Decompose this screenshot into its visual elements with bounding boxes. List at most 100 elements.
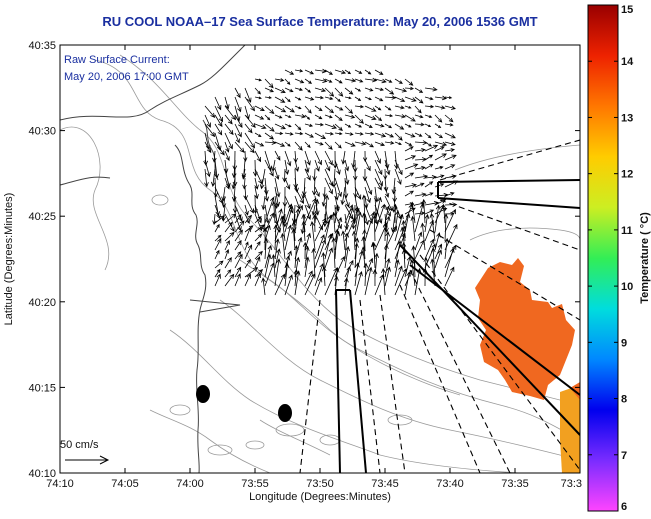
current-vector (394, 265, 403, 287)
current-vector (304, 78, 313, 84)
x-tick-label: 74:00 (176, 478, 204, 490)
current-vector (254, 87, 261, 95)
current-vector (363, 262, 369, 287)
current-vector (302, 241, 308, 260)
current-vector (394, 132, 403, 141)
current-vector (404, 155, 417, 161)
current-vector (434, 165, 444, 170)
current-vector (424, 104, 435, 109)
current-vector (364, 257, 374, 278)
dashed-spoke (399, 284, 481, 473)
current-vector (223, 159, 229, 174)
current-vector (394, 159, 403, 176)
current-vector (444, 141, 456, 146)
current-vector (334, 78, 343, 84)
y-tick-label: 40:25 (28, 211, 56, 223)
colorbar-tick-label: 15 (621, 4, 633, 16)
current-vector (214, 260, 224, 269)
current-vector (434, 199, 447, 206)
x-tick-label: 73:55 (241, 478, 269, 490)
current-vector (430, 258, 436, 287)
current-vector (224, 96, 230, 110)
current-vector (311, 247, 317, 278)
current-vector (344, 141, 356, 147)
current-vector (344, 207, 354, 233)
dashed-spoke (429, 229, 580, 321)
current-vector (304, 232, 312, 251)
current-vector (282, 213, 288, 228)
current-vector (341, 150, 346, 165)
current-vector (263, 177, 269, 196)
current-vector (214, 215, 225, 224)
current-vector (384, 140, 395, 145)
current-vector (434, 132, 444, 139)
current-vector (264, 253, 272, 278)
current-vector (364, 177, 373, 196)
current-vector (204, 141, 212, 154)
current-vector (224, 248, 230, 260)
current-vector (354, 211, 363, 242)
current-vector (351, 213, 357, 230)
current-vector (224, 239, 230, 251)
current-vector (409, 259, 416, 287)
current-vector (324, 78, 333, 83)
current-vector (274, 96, 286, 103)
current-vector (234, 204, 243, 222)
current-vector (414, 105, 422, 114)
current-vector (344, 123, 352, 128)
current-vector (404, 190, 415, 197)
current-vector (324, 141, 333, 150)
current-vector (274, 123, 286, 130)
current-vector (362, 229, 367, 251)
x-tick-label: 73:40 (436, 478, 464, 490)
current-vector (214, 123, 223, 136)
current-vector (304, 69, 315, 75)
colorbar-tick-label: 6 (621, 501, 627, 513)
current-vector (374, 203, 386, 233)
current-vector (304, 150, 311, 166)
current-vector (341, 230, 346, 251)
dashed-spoke (299, 299, 321, 473)
current-vector (394, 114, 407, 119)
solid-spoke (349, 289, 367, 473)
current-vector (294, 186, 304, 205)
current-vector (284, 69, 295, 75)
current-vector (284, 274, 293, 296)
current-vector (242, 177, 247, 190)
current-vector (334, 177, 343, 198)
current-vector (334, 114, 343, 122)
current-vector (444, 208, 456, 233)
current-vector (294, 195, 301, 210)
y-tick-label: 40:30 (28, 126, 56, 138)
current-vector (374, 96, 384, 102)
x-tick-label: 74:05 (111, 478, 139, 490)
current-vector (221, 195, 227, 208)
current-vector (324, 159, 331, 172)
current-vector (444, 148, 456, 152)
current-vector (364, 123, 373, 128)
current-vector (291, 221, 297, 242)
current-vector (274, 248, 281, 269)
y-axis-label: Latitude (Degrees:Minutes) (3, 193, 15, 326)
current-vector (372, 269, 378, 287)
current-vector (244, 141, 255, 154)
current-vector (314, 186, 320, 198)
current-vector (254, 123, 267, 130)
current-vector (344, 87, 354, 95)
current-vector (414, 182, 425, 188)
current-vector (444, 164, 456, 170)
current-vector (414, 147, 426, 153)
station-marker (196, 385, 210, 403)
current-vector (214, 114, 223, 128)
current-vector (381, 268, 386, 296)
y-axis-ticks: 40:35 40:30 40:25 40:20 40:15 40:10 (28, 40, 580, 480)
solid-spoke (437, 179, 580, 183)
x-tick-label: 73:50 (306, 478, 334, 490)
current-vector (334, 228, 340, 260)
current-vector (264, 224, 271, 242)
current-vector (354, 141, 367, 146)
current-vector (334, 123, 343, 131)
current-vector (394, 232, 406, 260)
current-vector (234, 251, 242, 260)
